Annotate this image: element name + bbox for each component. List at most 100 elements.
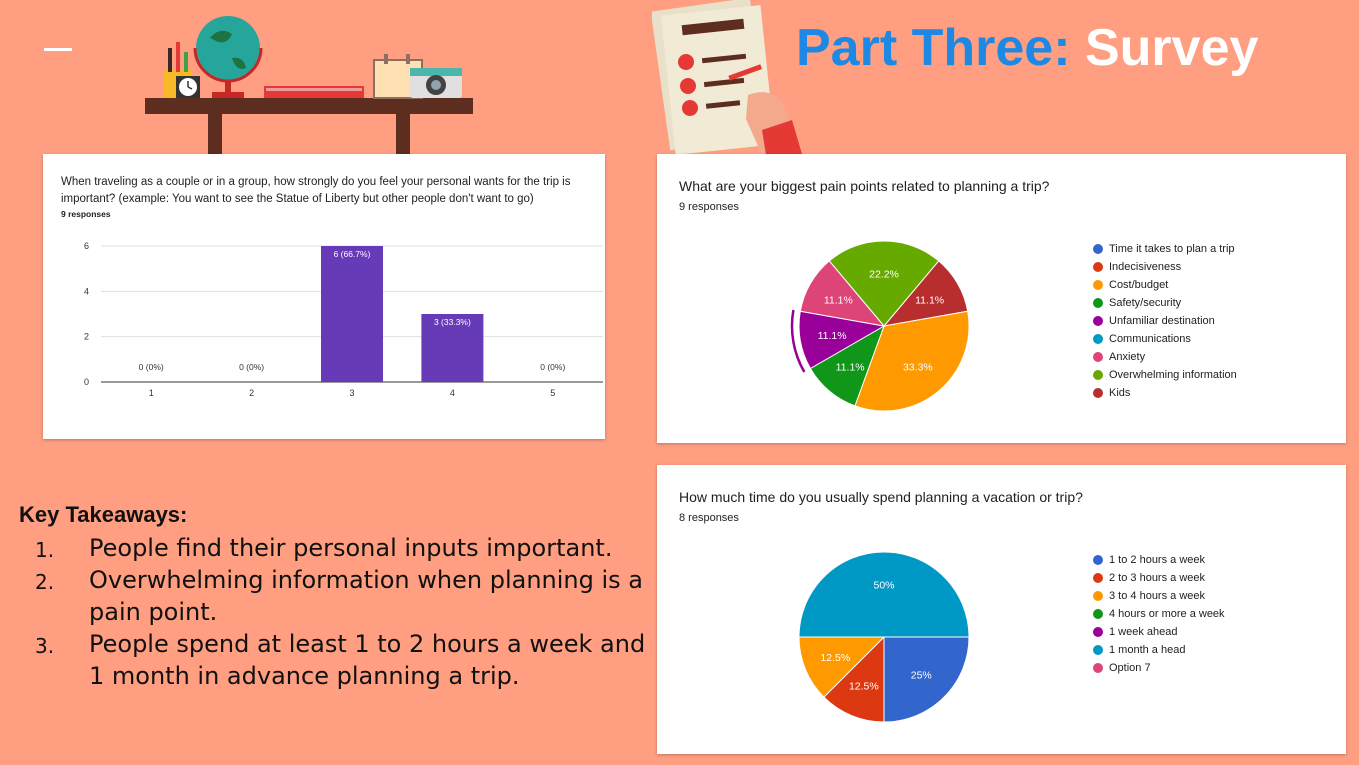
legend-label: Cost/budget	[1109, 279, 1169, 291]
legend-label: Time it takes to plan a trip	[1109, 243, 1235, 255]
legend-item: Communications	[1093, 330, 1237, 348]
legend-label: 1 week ahead	[1109, 626, 1178, 638]
takeaway-text: Overwhelming information when planning i…	[89, 566, 643, 626]
chart-title: When traveling as a couple or in a group…	[61, 176, 571, 205]
planning-time-chart-card: How much time do you usually spend plann…	[657, 465, 1346, 754]
x-tick-label: 3	[349, 388, 354, 398]
legend-color-dot	[1093, 244, 1103, 254]
pie-slice	[798, 551, 970, 638]
legend-item: 3 to 4 hours a week	[1093, 587, 1225, 605]
chart-title: How much time do you usually spend plann…	[679, 489, 1083, 505]
pie-slice-label: 11.1%	[915, 295, 944, 307]
x-tick-label: 1	[149, 388, 154, 398]
legend-item: 4 hours or more a week	[1093, 605, 1225, 623]
legend-item: Option 7	[1093, 659, 1225, 677]
legend-color-dot	[1093, 663, 1103, 673]
takeaway-number: 1.	[35, 538, 55, 562]
pie-slice	[883, 636, 970, 723]
bar	[321, 246, 383, 382]
legend-label: Unfamiliar destination	[1109, 315, 1215, 327]
pie-slice	[798, 636, 886, 698]
legend-color-dot	[1093, 573, 1103, 583]
takeaway-number: 3.	[35, 634, 55, 658]
pie-slice-label: 25%	[911, 669, 932, 681]
legend-color-dot	[1093, 609, 1103, 619]
legend-item: 1 week ahead	[1093, 623, 1225, 641]
legend-color-dot	[1093, 334, 1103, 344]
bar-data-label: 3 (33.3%)	[434, 317, 471, 327]
takeaways-list: 1. People find their personal inputs imp…	[19, 532, 659, 692]
y-tick-label: 4	[84, 286, 89, 296]
pie-slice	[854, 310, 970, 412]
pie-legend: 1 to 2 hours a week 2 to 3 hours a week 3 …	[1093, 551, 1225, 677]
page-title: Part Three: Survey	[796, 18, 1258, 78]
pie-slice	[828, 240, 940, 327]
legend-label: Safety/security	[1109, 297, 1182, 309]
legend-item: Cost/budget	[1093, 276, 1237, 294]
response-count: 9 responses	[679, 201, 739, 213]
legend-color-dot	[1093, 388, 1103, 398]
legend-color-dot	[1093, 627, 1103, 637]
legend-label: Communications	[1109, 333, 1191, 345]
legend-label: 1 to 2 hours a week	[1109, 554, 1206, 566]
bar	[421, 314, 484, 382]
desk-illustration-icon	[145, 16, 473, 160]
legend-item: 1 month a head	[1093, 641, 1225, 659]
takeaway-text: People find their personal inputs import…	[89, 534, 613, 562]
key-takeaways-heading: Key Takeaways:	[19, 502, 188, 527]
planning-time-pie-chart: 25% 12.5% 12.5% 50%	[798, 551, 970, 723]
pie-slice	[823, 635, 885, 723]
bar-data-label: 0 (0%)	[239, 362, 264, 372]
survey-clipboard-icon	[652, 0, 802, 155]
legend-color-dot	[1093, 352, 1103, 362]
legend-item: Indecisiveness	[1093, 258, 1237, 276]
legend-color-dot	[1093, 262, 1103, 272]
response-count: 8 responses	[679, 512, 739, 524]
legend-color-dot	[1093, 645, 1103, 655]
legend-color-dot	[1093, 298, 1103, 308]
title-survey: Survey	[1084, 19, 1259, 77]
legend-item: Safety/security	[1093, 294, 1237, 312]
slice-highlight-arc	[790, 309, 806, 373]
legend-label: 2 to 3 hours a week	[1109, 572, 1206, 584]
takeaway-number: 2.	[35, 570, 55, 594]
pie-slice-label: 50%	[873, 579, 894, 591]
pain-points-chart-card: What are your biggest pain points relate…	[657, 154, 1346, 443]
pie-slice-label: 11.1%	[824, 295, 853, 307]
y-tick-label: 2	[84, 332, 89, 342]
legend-item: Kids	[1093, 384, 1237, 402]
legend-label: Indecisiveness	[1109, 261, 1182, 273]
pie-legend: Time it takes to plan a trip Indecisivene…	[1093, 240, 1237, 402]
bar-chart: 0 2 4 6 0 (0%) 1 0 (0%) 2 6 (66.7%) 3 3 (33.3%) 4 0 …	[84, 241, 603, 398]
bar-data-label: 0 (0%)	[139, 362, 164, 372]
y-tick-label: 6	[84, 241, 89, 251]
bar-data-label: 6 (66.7%)	[334, 249, 371, 259]
legend-item: Anxiety	[1093, 348, 1237, 366]
legend-label: 3 to 4 hours a week	[1109, 590, 1206, 602]
x-tick-label: 5	[550, 388, 555, 398]
y-tick-label: 0	[84, 377, 89, 387]
pie-slice-label: 33.3%	[903, 361, 933, 373]
pain-points-pie-chart: 11.1% 33.3% 11.1% 11.1% 11.1% 22.2%	[790, 240, 970, 412]
title-part-three: Part Three:	[796, 19, 1071, 77]
takeaway-item: 1. People find their personal inputs imp…	[19, 532, 659, 564]
pie-slice-label: 12.5%	[820, 652, 850, 664]
legend-color-dot	[1093, 316, 1103, 326]
legend-item: 1 to 2 hours a week	[1093, 551, 1225, 569]
legend-label: 4 hours or more a week	[1109, 608, 1225, 620]
legend-color-dot	[1093, 370, 1103, 380]
chart-title: What are your biggest pain points relate…	[679, 178, 1050, 194]
bar-chart-card: When traveling as a couple or in a group…	[43, 154, 605, 439]
response-count: 9 responses	[61, 209, 111, 219]
legend-label: Overwhelming information	[1109, 369, 1237, 381]
legend-item: 2 to 3 hours a week	[1093, 569, 1225, 587]
legend-item: Unfamiliar destination	[1093, 312, 1237, 330]
decorative-dash	[44, 48, 72, 51]
bar-data-label: 0 (0%)	[540, 362, 565, 372]
x-tick-label: 4	[450, 388, 455, 398]
pie-slice-label: 11.1%	[818, 330, 847, 342]
legend-item: Time it takes to plan a trip	[1093, 240, 1237, 258]
pie-slice-label: 12.5%	[849, 681, 879, 693]
legend-color-dot	[1093, 555, 1103, 565]
legend-label: Anxiety	[1109, 351, 1146, 363]
